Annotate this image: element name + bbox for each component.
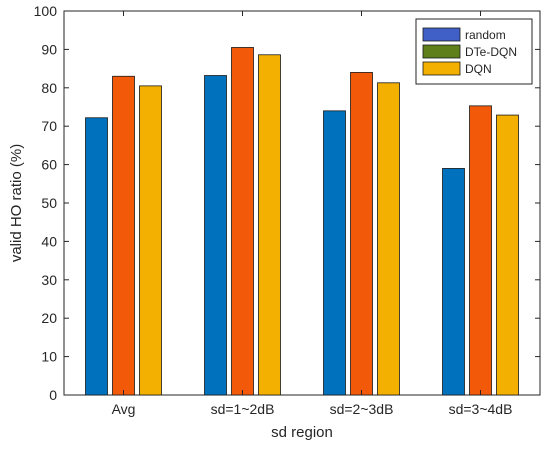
bar-dte-dqn	[231, 47, 254, 396]
bar-dte-dqn	[469, 105, 492, 396]
legend-label: DTe-DQN	[465, 45, 517, 59]
y-axis-label: valid HO ratio (%)	[8, 144, 25, 262]
y-axis: 0 10 20 30 40 50 60 70 80 90 100	[34, 3, 540, 403]
bar-dqn	[496, 114, 519, 396]
y-tick-label: 10	[41, 349, 57, 365]
legend-swatch-dqn	[422, 61, 461, 76]
y-tick-label: 50	[41, 195, 57, 211]
y-tick-label: 100	[34, 3, 58, 19]
bar-dte-dqn	[350, 72, 373, 396]
bar-dqn	[139, 85, 162, 396]
x-axis-label: sd region	[271, 424, 333, 441]
legend-swatch-random	[422, 27, 461, 42]
bar-dte-dqn	[112, 75, 135, 396]
bar-dqn	[377, 82, 400, 396]
y-tick-label: 40	[41, 233, 57, 249]
legend-swatch-dte-dqn	[422, 44, 461, 59]
x-tick-label: Avg	[112, 401, 136, 417]
x-tick-label: sd=2~3dB	[330, 401, 394, 417]
bars-layer	[85, 47, 519, 396]
x-axis: Avg sd=1~2dB sd=2~3dB sd=3~4dB	[112, 11, 513, 417]
legend: random DTe-DQN DQN	[415, 18, 533, 85]
y-tick-label: 60	[41, 157, 57, 173]
y-tick-label: 20	[41, 310, 57, 326]
bar-random	[204, 75, 227, 396]
y-tick-label: 0	[49, 387, 57, 403]
bar-random	[442, 168, 465, 396]
y-tick-label: 80	[41, 80, 57, 96]
x-tick-label: sd=3~4dB	[449, 401, 513, 417]
bar-random	[85, 117, 108, 396]
bar-dqn	[258, 54, 281, 396]
legend-label: random	[465, 28, 506, 42]
y-tick-label: 30	[41, 272, 57, 288]
x-tick-label: sd=1~2dB	[211, 401, 275, 417]
y-tick-label: 70	[41, 118, 57, 134]
bar-random	[323, 110, 346, 396]
y-tick-label: 90	[41, 41, 57, 57]
legend-label: DQN	[465, 62, 492, 76]
